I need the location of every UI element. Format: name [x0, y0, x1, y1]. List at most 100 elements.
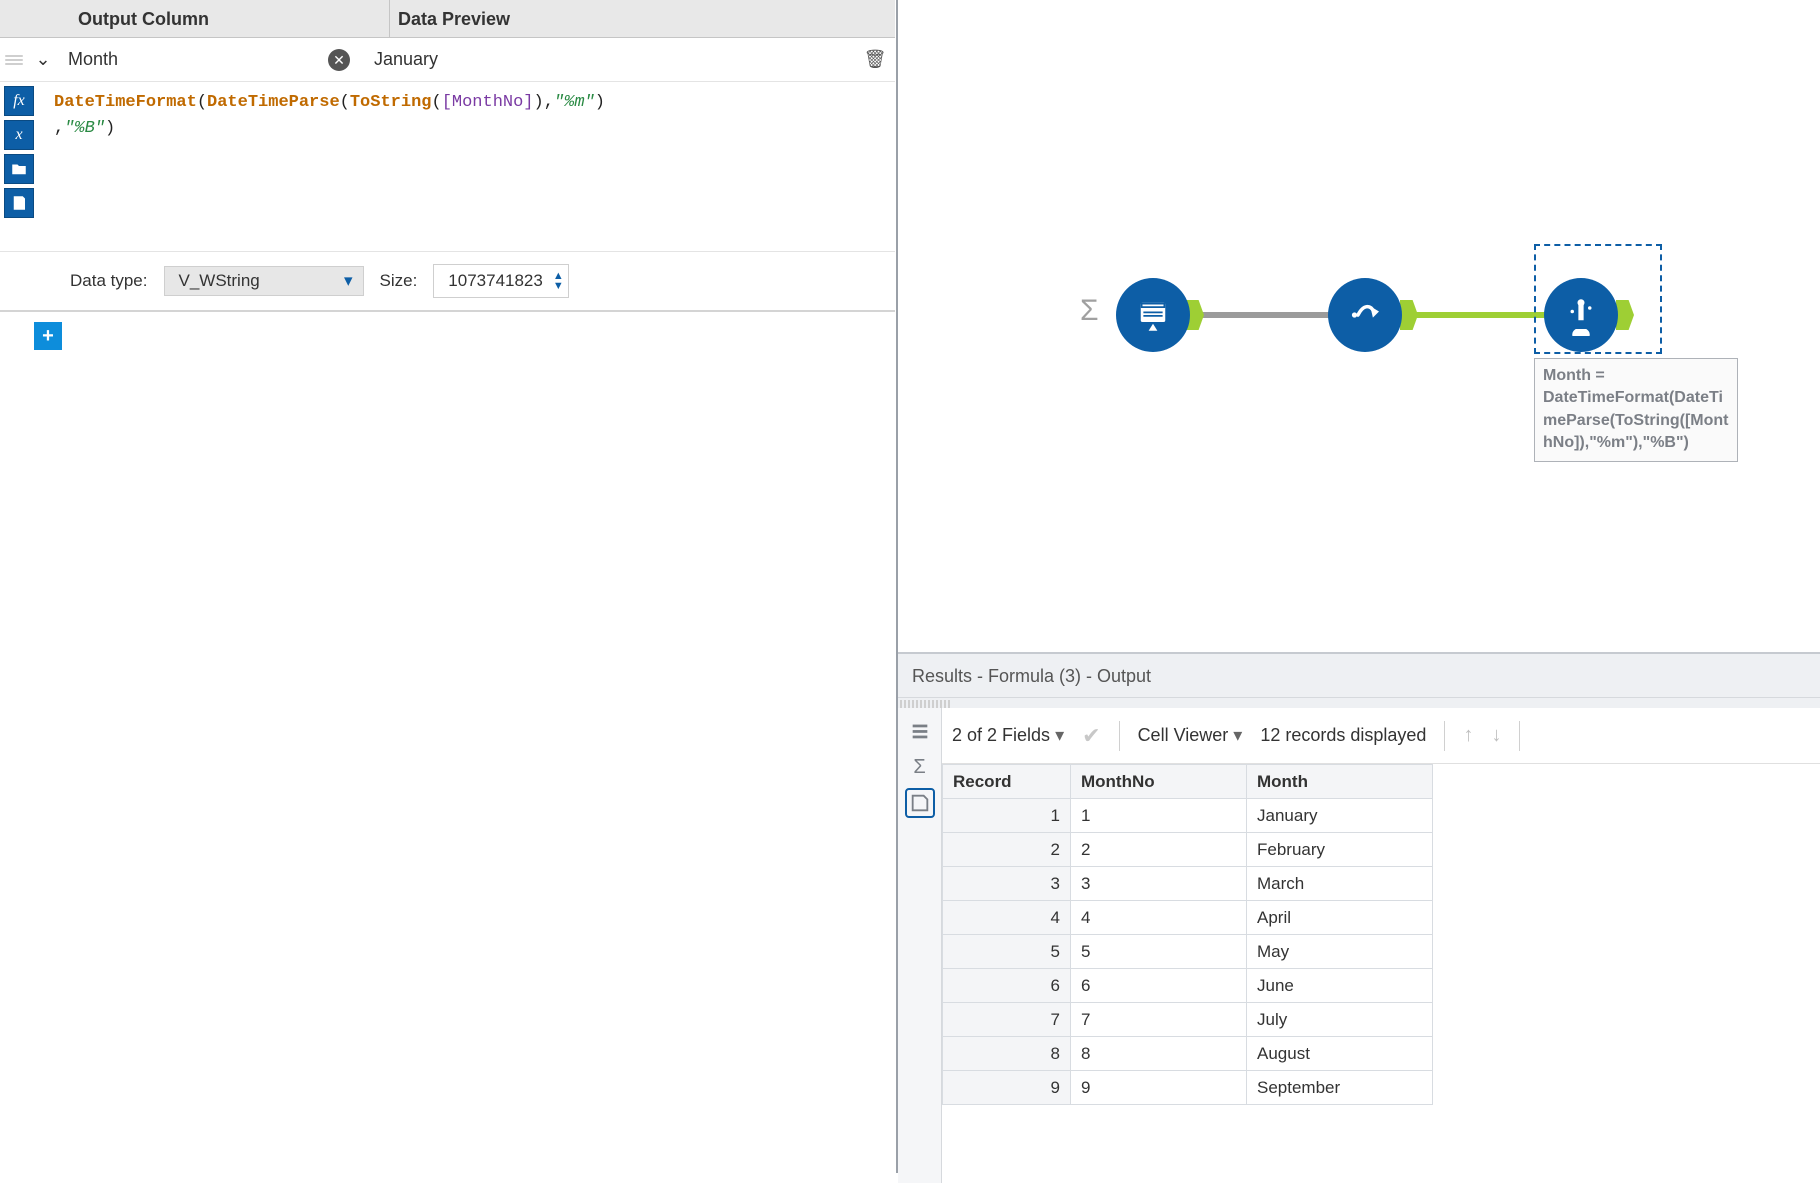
table-row[interactable]: 88August — [943, 1037, 1433, 1071]
formula-editor[interactable]: DateTimeFormat(DateTimeParse(ToString([M… — [38, 82, 895, 251]
fx-button[interactable]: fx — [4, 86, 34, 116]
cell-record: 7 — [943, 1003, 1071, 1037]
cell-record: 3 — [943, 867, 1071, 901]
cell-record: 6 — [943, 969, 1071, 1003]
cell-month: July — [1247, 1003, 1433, 1037]
formula-tool-node[interactable] — [1544, 278, 1618, 352]
cell-record: 9 — [943, 1071, 1071, 1105]
delete-icon[interactable]: 🗑 — [855, 49, 895, 70]
results-side-toolbar: Σ — [898, 708, 942, 1183]
data-type-select[interactable]: V_WString ▾ — [164, 266, 364, 296]
fields-dropdown[interactable]: 2 of 2 Fields ▾ — [952, 725, 1064, 746]
formula-area: fx x DateTimeFormat(DateTimeParse(ToStri… — [0, 82, 895, 252]
config-header: Output Column Data Preview — [0, 0, 895, 38]
data-preview-value: January — [358, 49, 855, 70]
sum-view-button[interactable]: Σ — [905, 752, 935, 782]
col-monthno[interactable]: MonthNo — [1071, 765, 1247, 799]
col-month[interactable]: Month — [1247, 765, 1433, 799]
data-view-button[interactable] — [905, 788, 935, 818]
size-stepper[interactable]: ▲ ▼ — [553, 271, 564, 291]
cell-monthno: 7 — [1071, 1003, 1247, 1037]
expression-row: ⌄ Month ✕ January 🗑 — [0, 38, 895, 82]
table-row[interactable]: 99September — [943, 1071, 1433, 1105]
add-expression-row: + — [0, 312, 895, 350]
header-output-column: Output Column — [70, 0, 390, 37]
cell-month: May — [1247, 935, 1433, 969]
results-table: Record MonthNo Month 11January22February… — [942, 764, 1433, 1105]
collapse-caret-icon[interactable]: ⌄ — [28, 49, 58, 70]
cell-record: 2 — [943, 833, 1071, 867]
table-row[interactable]: 55May — [943, 935, 1433, 969]
prev-arrow-icon[interactable]: ↑ — [1463, 724, 1473, 747]
caret-down-icon: ▾ — [1055, 725, 1064, 745]
results-title: Results - Formula (3) - Output — [898, 654, 1820, 698]
table-row[interactable]: 11January — [943, 799, 1433, 833]
anchor-icon — [1400, 300, 1418, 330]
data-type-value: V_WString — [179, 271, 260, 290]
workflow: Σ Month = DateTimeFormat(Dat — [1068, 258, 1800, 488]
data-type-label: Data type: — [70, 271, 148, 291]
col-record[interactable]: Record — [943, 765, 1071, 799]
cell-record: 4 — [943, 901, 1071, 935]
variable-button[interactable]: x — [4, 120, 34, 150]
cell-monthno: 6 — [1071, 969, 1247, 1003]
cell-record: 5 — [943, 935, 1071, 969]
results-pane: Results - Formula (3) - Output Σ 2 of 2 … — [898, 652, 1820, 1173]
messages-view-button[interactable] — [905, 716, 935, 746]
save-button[interactable] — [4, 188, 34, 218]
tool-annotation: Month = DateTimeFormat(DateTimeParse(ToS… — [1534, 358, 1738, 462]
right-panel: Σ Month = DateTimeFormat(Dat — [896, 0, 1820, 1173]
formula-config-panel: Output Column Data Preview ⌄ Month ✕ Jan… — [0, 0, 895, 1173]
select-tool-node[interactable] — [1328, 278, 1402, 352]
size-input[interactable]: 1073741823 ▲ ▼ — [433, 264, 568, 298]
add-expression-button[interactable]: + — [34, 322, 62, 350]
cell-monthno: 2 — [1071, 833, 1247, 867]
separator — [1519, 721, 1520, 751]
cell-viewer-dropdown[interactable]: Cell Viewer ▾ — [1138, 725, 1243, 746]
cell-month: February — [1247, 833, 1433, 867]
table-row[interactable]: 33March — [943, 867, 1433, 901]
cell-month: June — [1247, 969, 1433, 1003]
cell-record: 8 — [943, 1037, 1071, 1071]
cell-monthno: 3 — [1071, 867, 1247, 901]
separator — [1119, 721, 1120, 751]
records-displayed-label: 12 records displayed — [1260, 725, 1426, 746]
clear-icon[interactable]: ✕ — [328, 49, 350, 71]
sigma-icon: Σ — [1080, 294, 1099, 328]
results-toolbar: 2 of 2 Fields ▾ ✔ Cell Viewer ▾ 12 recor… — [942, 708, 1820, 764]
cell-monthno: 4 — [1071, 901, 1247, 935]
next-arrow-icon[interactable]: ↓ — [1491, 724, 1501, 747]
cell-monthno: 5 — [1071, 935, 1247, 969]
table-row[interactable]: 44April — [943, 901, 1433, 935]
stepper-down-icon[interactable]: ▼ — [553, 281, 564, 291]
cell-month: April — [1247, 901, 1433, 935]
workflow-canvas[interactable]: Σ Month = DateTimeFormat(Dat — [898, 0, 1820, 652]
output-column-value: Month — [68, 49, 118, 69]
cell-month: August — [1247, 1037, 1433, 1071]
text-input-tool-node[interactable] — [1116, 278, 1190, 352]
check-icon[interactable]: ✔ — [1082, 723, 1100, 749]
connection-1[interactable] — [1188, 312, 1344, 318]
drag-handle-icon[interactable] — [0, 55, 28, 65]
size-value: 1073741823 — [448, 271, 543, 291]
cell-month: January — [1247, 799, 1433, 833]
cell-monthno: 1 — [1071, 799, 1247, 833]
caret-down-icon: ▾ — [344, 271, 353, 291]
cell-month: September — [1247, 1071, 1433, 1105]
header-data-preview: Data Preview — [390, 0, 855, 37]
cell-monthno: 9 — [1071, 1071, 1247, 1105]
cell-record: 1 — [943, 799, 1071, 833]
cell-month: March — [1247, 867, 1433, 901]
type-size-row: Data type: V_WString ▾ Size: 1073741823 … — [0, 252, 895, 312]
open-button[interactable] — [4, 154, 34, 184]
caret-down-icon: ▾ — [1233, 725, 1242, 745]
output-column-input[interactable]: Month ✕ — [58, 49, 358, 70]
table-row[interactable]: 66June — [943, 969, 1433, 1003]
cell-monthno: 8 — [1071, 1037, 1247, 1071]
results-table-wrap[interactable]: Record MonthNo Month 11January22February… — [942, 764, 1820, 1105]
separator — [1444, 721, 1445, 751]
formula-side-tools: fx x — [0, 82, 38, 251]
size-label: Size: — [380, 271, 418, 291]
table-row[interactable]: 22February — [943, 833, 1433, 867]
table-row[interactable]: 77July — [943, 1003, 1433, 1037]
